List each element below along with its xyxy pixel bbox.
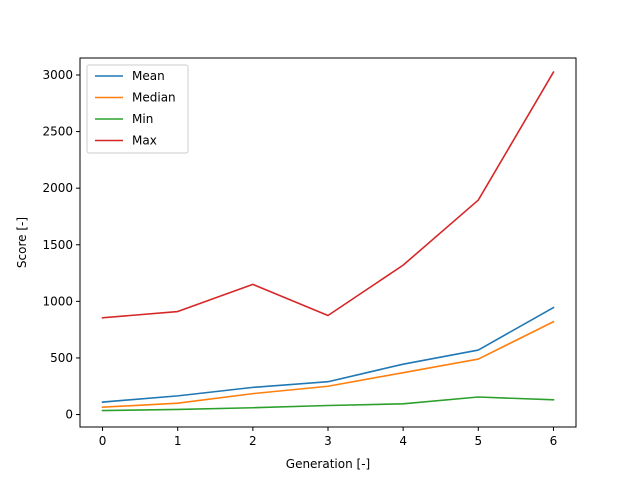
x-tick-label: 4: [399, 434, 407, 448]
y-tick-label: 3000: [42, 68, 73, 82]
series-line-min: [101, 396, 555, 412]
x-tick-label: 3: [324, 434, 332, 448]
x-tick-label: 1: [174, 434, 182, 448]
y-axis: 0 500 1000 1500 2000 2500 3000: [42, 68, 80, 422]
x-tick-label: 0: [99, 434, 107, 448]
y-tick-label: 500: [50, 351, 73, 365]
x-axis-label: Generation [-]: [286, 457, 370, 471]
y-tick-label: 0: [65, 408, 73, 422]
y-tick-label: 2500: [42, 125, 73, 139]
legend-label-mean: Mean: [132, 69, 165, 83]
y-tick-label: 1000: [42, 294, 73, 308]
legend-box: [86, 64, 189, 154]
x-tick-label: 2: [249, 434, 257, 448]
legend-label-max: Max: [132, 134, 157, 148]
y-axis-label: Score [-]: [15, 217, 29, 268]
legend: Mean Median Min Max: [86, 64, 189, 154]
y-tick-label: 2000: [42, 181, 73, 195]
series-line-median: [101, 320, 555, 409]
legend-label-median: Median: [132, 91, 176, 105]
legend-label-min: Min: [132, 112, 153, 126]
plot-lines: [101, 71, 555, 412]
y-tick-label: 1500: [42, 238, 73, 252]
x-axis: 0 1 2 3 4 5 6: [99, 427, 558, 448]
x-tick-label: 5: [474, 434, 482, 448]
x-tick-label: 6: [550, 434, 558, 448]
series-line-max: [101, 71, 555, 319]
series-line-mean: [101, 306, 555, 403]
